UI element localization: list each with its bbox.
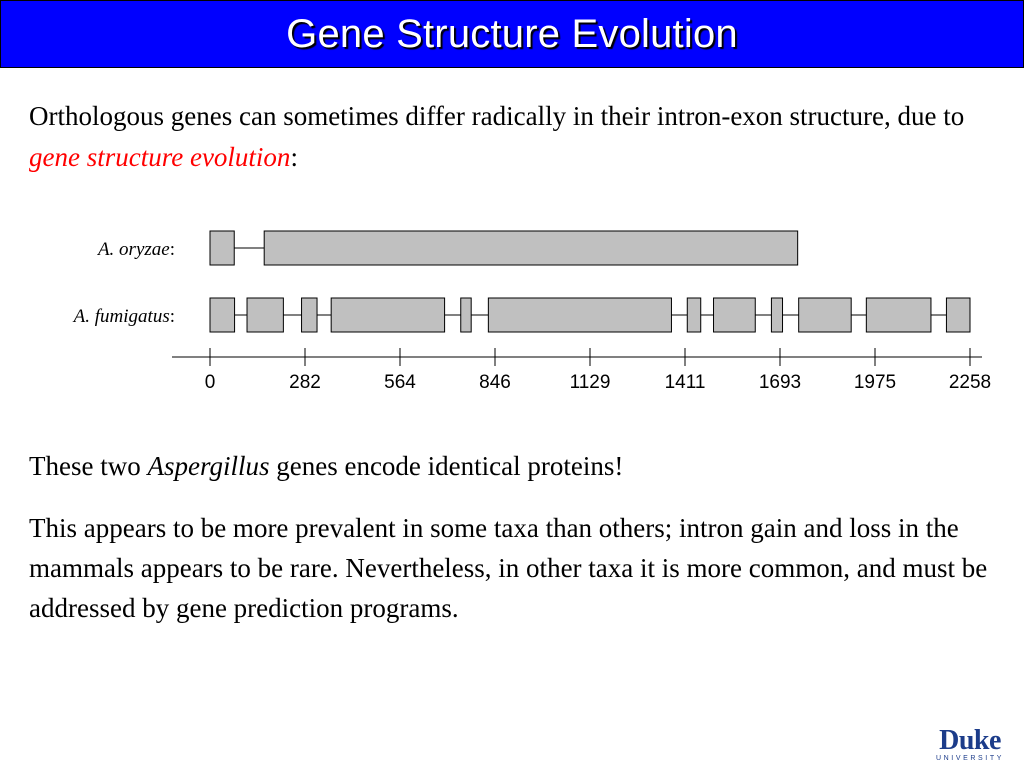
logo-sub: UNIVERSITY xyxy=(935,755,1004,762)
prevalence-paragraph: This appears to be more prevalent in som… xyxy=(29,513,988,623)
identical-proteins-paragraph: These two Aspergillus genes encode ident… xyxy=(29,446,999,486)
slide-title: Gene Structure Evolution xyxy=(286,11,738,56)
exon-box xyxy=(945,297,971,333)
exon-box xyxy=(487,297,672,333)
species-colon: : xyxy=(170,306,175,327)
tick-label: 2258 xyxy=(949,372,991,393)
p2-before: These two xyxy=(29,451,148,481)
exon-box xyxy=(330,297,446,333)
tick-label: 1411 xyxy=(665,372,706,393)
tick-label: 564 xyxy=(384,372,416,393)
tick-label: 1975 xyxy=(854,372,896,393)
exon-box xyxy=(770,297,784,333)
exon-box xyxy=(246,297,284,333)
tick-label: 846 xyxy=(479,372,511,393)
species-name: A. fumigatus xyxy=(72,306,170,327)
intro-end: : xyxy=(290,142,298,172)
species-name: A. oryzae xyxy=(96,239,170,260)
title-bar: Gene Structure Evolution xyxy=(0,0,1024,68)
tick-label: 1129 xyxy=(570,372,611,393)
tick-label: 1693 xyxy=(759,372,801,393)
exon-box xyxy=(713,297,756,333)
species-label: A. fumigatus: xyxy=(72,306,175,327)
intro-highlight: gene structure evolution xyxy=(29,142,291,172)
exon-box xyxy=(301,297,318,333)
exon-box xyxy=(209,230,235,266)
logo-name: Duke xyxy=(939,725,1001,756)
duke-logo: Duke UNIVERSITY xyxy=(935,725,1005,763)
exon-box xyxy=(263,230,799,266)
tick-label: 282 xyxy=(289,372,321,393)
exon-box xyxy=(865,297,932,333)
species-colon: : xyxy=(170,239,175,260)
intro-text: Orthologous genes can sometimes differ r… xyxy=(29,101,965,131)
exon-box xyxy=(209,297,236,333)
intro-paragraph: Orthologous genes can sometimes differ r… xyxy=(29,96,999,178)
gene-structure-diagram: A. oryzae:A. fumigatus:0 282 564 846 1129 141… xyxy=(72,230,991,393)
species-label: A. oryzae: xyxy=(96,239,175,260)
exon-box xyxy=(686,297,702,333)
exon-box xyxy=(798,297,852,333)
genus-name: Aspergillus xyxy=(147,451,270,481)
exon-box xyxy=(460,297,472,333)
p2-after: genes encode identical proteins! xyxy=(269,451,624,481)
tick-label: 0 xyxy=(205,372,216,393)
